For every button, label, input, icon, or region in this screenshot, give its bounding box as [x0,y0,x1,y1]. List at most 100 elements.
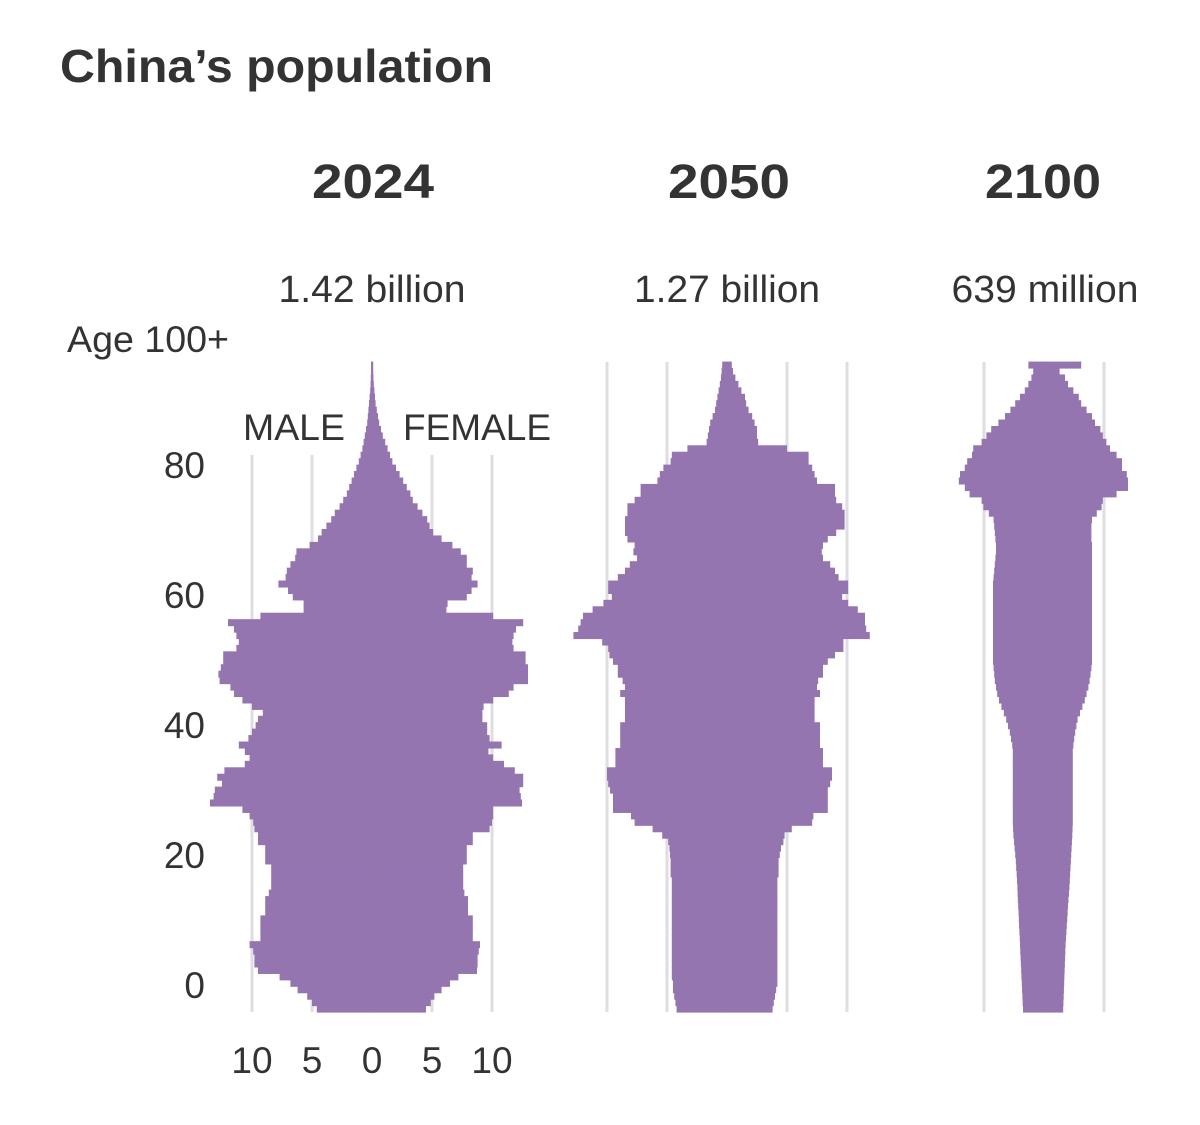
bar-male-age-22 [670,863,727,871]
bar-female-age-27 [726,831,785,839]
bar-female-age-83 [1043,471,1127,479]
bar-female-age-40 [1043,747,1073,755]
bar-male-age-24 [1015,851,1044,859]
bar-female-age-31 [1043,805,1073,813]
bar-female-age-50 [371,683,514,691]
bar-male-age-61 [993,612,1044,620]
bar-female-age-61 [726,612,865,620]
bar-female-age-12 [1043,928,1067,936]
bar-male-age-16 [1018,902,1044,910]
bar-female-age-18 [1043,889,1069,897]
bar-male-age-34 [1012,786,1044,794]
bar-female-age-83 [726,471,815,479]
bar-female-age-1 [371,999,431,1007]
bar-female-age-79 [1043,496,1103,504]
bar-female-age-53 [371,664,528,672]
bar-female-age-48 [1043,696,1085,704]
bar-female-age-6 [726,966,778,974]
bar-male-age-83 [960,471,1044,479]
bar-male-age-80 [640,490,727,498]
bar-female-age-81 [371,483,407,491]
bar-male-age-70 [295,554,372,562]
bar-male-age-96 [718,387,727,395]
bar-female-age-75 [371,522,430,530]
bar-female-age-92 [371,413,378,421]
bar-female-age-55 [371,651,526,659]
bar-male-age-77 [627,509,727,517]
bar-female-age-95 [371,393,375,401]
bar-male-age-27 [1013,831,1044,839]
bar-male-age-95 [1020,393,1044,401]
bar-female-age-2 [1043,992,1064,1000]
bar-male-age-64 [611,593,727,601]
bar-female-age-6 [371,966,477,974]
bar-male-age-6 [671,966,727,974]
bar-male-age-24 [670,851,727,859]
pyramid-2024 [210,361,528,1013]
bar-male-age-39 [1012,754,1044,762]
bar-male-age-84 [964,464,1044,472]
bar-male-age-26 [258,838,372,846]
bar-female-age-60 [371,619,524,627]
bar-female-age-43 [1043,728,1076,736]
bar-female-age-19 [371,883,464,891]
panel-total-2024: 1.42 billion [279,269,466,311]
x-axis-ticks: 10 5 0 5 10 [231,1040,512,1081]
bar-female-age-39 [1043,754,1073,762]
bar-female-age-30 [726,812,814,820]
bar-male-age-65 [993,586,1044,594]
bar-male-age-87 [973,445,1044,453]
bar-male-age-80 [346,490,372,498]
bar-male-age-52 [994,670,1044,678]
bar-female-age-90 [371,425,381,433]
bar-male-age-2 [1022,992,1044,1000]
bar-male-age-52 [218,670,372,678]
bar-female-age-21 [371,870,464,878]
bar-male-age-54 [613,657,727,665]
bar-female-age-64 [371,593,467,601]
bar-male-age-30 [631,812,727,820]
bar-female-age-35 [726,780,831,788]
bar-female-age-7 [371,960,478,968]
bar-male-age-28 [1013,825,1044,833]
bar-female-age-9 [726,947,778,955]
bar-female-age-19 [1043,883,1070,891]
bar-male-age-54 [993,657,1044,665]
bar-male-age-3 [1022,986,1044,994]
bar-female-age-69 [371,561,467,569]
bar-male-age-89 [364,432,372,440]
bar-female-age-91 [371,419,380,427]
bar-male-age-74 [321,529,372,537]
bar-female-age-64 [726,593,843,601]
bar-male-age-7 [1020,960,1044,968]
bar-female-age-75 [1043,522,1092,530]
bar-male-age-58 [236,632,372,640]
panel-year-2024: 2024 [312,156,434,209]
bar-male-age-68 [625,567,727,575]
bar-male-age-6 [258,966,372,974]
bar-male-age-89 [986,432,1044,440]
bar-female-age-78 [726,503,843,511]
bar-male-age-78 [983,503,1044,511]
bar-male-age-86 [671,451,727,459]
bar-female-age-28 [1043,825,1073,833]
bar-male-age-29 [1012,818,1044,826]
bar-male-age-61 [260,612,372,620]
bar-female-age-29 [726,818,813,826]
bar-female-age-15 [726,908,778,916]
bar-male-age-36 [217,773,372,781]
bar-male-age-42 [248,735,372,743]
bar-male-age-80 [969,490,1044,498]
bar-female-age-45 [726,715,815,723]
bar-male-age-49 [234,690,372,698]
bar-male-age-25 [265,844,372,852]
bar-male-age-72 [634,541,727,549]
bar-male-age-49 [997,690,1044,698]
bar-female-age-52 [726,670,823,678]
bar-male-age-8 [254,954,372,962]
bar-male-age-94 [1015,400,1044,408]
bar-male-age-30 [249,812,372,820]
bar-male-age-85 [670,458,727,466]
bar-male-age-41 [238,741,372,749]
bar-female-age-98 [371,374,374,382]
